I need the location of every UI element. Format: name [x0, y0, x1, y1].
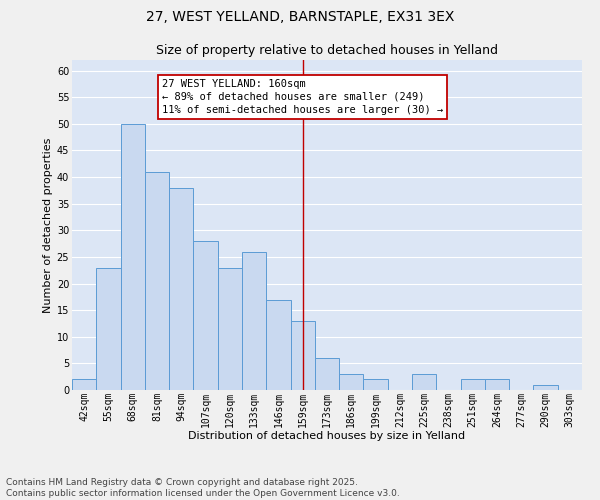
- Bar: [364, 380, 388, 390]
- Bar: [412, 374, 436, 390]
- Bar: [266, 300, 290, 390]
- Bar: [485, 380, 509, 390]
- X-axis label: Distribution of detached houses by size in Yelland: Distribution of detached houses by size …: [188, 431, 466, 441]
- Text: 27, WEST YELLAND, BARNSTAPLE, EX31 3EX: 27, WEST YELLAND, BARNSTAPLE, EX31 3EX: [146, 10, 454, 24]
- Bar: [315, 358, 339, 390]
- Bar: [218, 268, 242, 390]
- Bar: [242, 252, 266, 390]
- Bar: [169, 188, 193, 390]
- Text: 27 WEST YELLAND: 160sqm
← 89% of detached houses are smaller (249)
11% of semi-d: 27 WEST YELLAND: 160sqm ← 89% of detache…: [162, 78, 443, 115]
- Text: Contains HM Land Registry data © Crown copyright and database right 2025.
Contai: Contains HM Land Registry data © Crown c…: [6, 478, 400, 498]
- Bar: [72, 380, 96, 390]
- Bar: [533, 384, 558, 390]
- Bar: [121, 124, 145, 390]
- Bar: [145, 172, 169, 390]
- Bar: [461, 380, 485, 390]
- Bar: [193, 241, 218, 390]
- Title: Size of property relative to detached houses in Yelland: Size of property relative to detached ho…: [156, 44, 498, 58]
- Bar: [339, 374, 364, 390]
- Y-axis label: Number of detached properties: Number of detached properties: [43, 138, 53, 312]
- Bar: [96, 268, 121, 390]
- Bar: [290, 321, 315, 390]
